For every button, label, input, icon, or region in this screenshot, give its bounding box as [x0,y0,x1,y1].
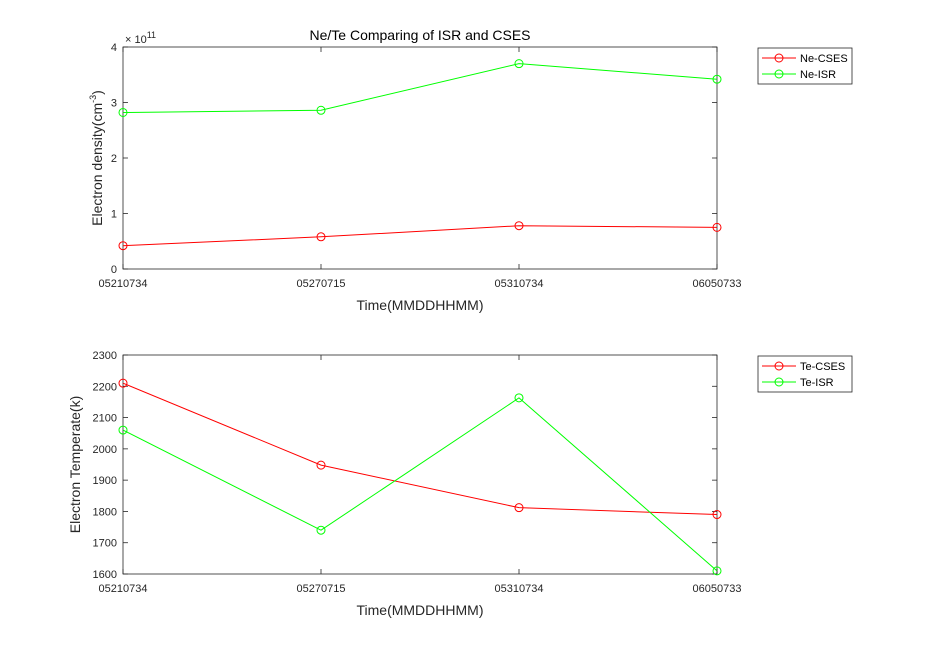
x-tick-label: 05270715 [297,583,346,595]
y-axis-label-exponent: -3 [88,95,98,103]
chart-1: 05210734 05270715 05310734 06050733 0 1 2 3 4 Tim… [88,27,853,313]
x-tick-label: 05210734 [99,583,148,595]
y-tick-label: 4 [111,42,117,54]
legend-box [757,355,853,393]
y-axis-label: Electron Temperate(k) [67,396,83,533]
data-point-ne-cses [118,241,128,251]
data-point-ne-isr [316,105,326,115]
plot-area-box [122,354,718,575]
legend: Te-CSES Te-ISR [757,355,853,393]
legend-entry-label: Te-CSES [800,361,845,373]
y-axis-label-close: ) [89,90,105,95]
y-tick-label: 2200 [93,381,117,393]
series-line-ne-cses [122,225,718,247]
data-point-te-cses [316,460,326,470]
x-tick-label: 06050733 [693,278,742,290]
y-axis-label-text: Electron density(cm [89,103,105,226]
x-tick-label: 05310734 [495,583,544,595]
y-tick-label: 0 [111,264,117,276]
data-point-ne-cses [316,232,326,242]
x-axis-label: Time(MMDDHHMM) [356,297,483,313]
data-point-ne-cses [712,222,722,232]
x-tick-label: 05210734 [99,278,148,290]
data-point-ne-cses [514,221,524,231]
plot-area-box [122,46,718,270]
y-tick-label: 1800 [93,506,117,518]
legend-box [757,47,853,85]
legend-entry-label: Ne-ISR [800,69,836,81]
y-tick-label: 1700 [93,538,117,550]
y-tick-label: 2300 [93,350,117,362]
data-point-te-isr [118,425,128,435]
y-scale-multiplier: × 1011 [125,30,156,46]
data-point-ne-isr [118,107,128,117]
legend-swatch-marker [774,53,784,63]
data-point-te-isr [316,525,326,535]
data-point-te-cses [118,378,128,388]
data-point-ne-isr [514,59,524,69]
x-tick-label: 05310734 [495,278,544,290]
y-tick-label: 2100 [93,413,117,425]
series-line-te-cses [122,382,718,516]
legend-entry-label: Te-ISR [800,377,834,389]
x-tick-label: 05270715 [297,278,346,290]
data-point-te-isr [712,566,722,576]
y-tick-label: 1600 [93,569,117,581]
chart-title: Ne/Te Comparing of ISR and CSES [310,27,531,43]
legend-swatch-marker [774,361,784,371]
data-point-te-cses [514,503,524,513]
data-point-te-cses [712,510,722,520]
chart-2: 05210734 05270715 05310734 06050733 1600 1700… [67,350,853,618]
legend: Ne-CSES Ne-ISR [757,47,853,85]
y-tick-label: 2000 [93,444,117,456]
data-point-ne-isr [712,74,722,84]
legend-swatch-marker [774,69,784,79]
y-tick-label: 2 [111,153,117,165]
y-scale-multiplier-exponent: 11 [147,30,156,40]
legend-swatch-marker [774,377,784,387]
x-axis-label: Time(MMDDHHMM) [356,602,483,618]
series-line-ne-isr [122,63,718,113]
y-tick-label: 1900 [93,475,117,487]
data-point-te-isr [514,393,524,403]
y-scale-multiplier-base: × 10 [125,34,147,46]
series-line-te-isr [122,397,718,572]
legend-entry-label: Ne-CSES [800,53,848,65]
y-tick-label: 3 [111,98,117,110]
y-axis-label: Electron density(cm-3) [88,90,105,226]
x-tick-label: 06050733 [693,583,742,595]
y-tick-label: 1 [111,209,117,221]
